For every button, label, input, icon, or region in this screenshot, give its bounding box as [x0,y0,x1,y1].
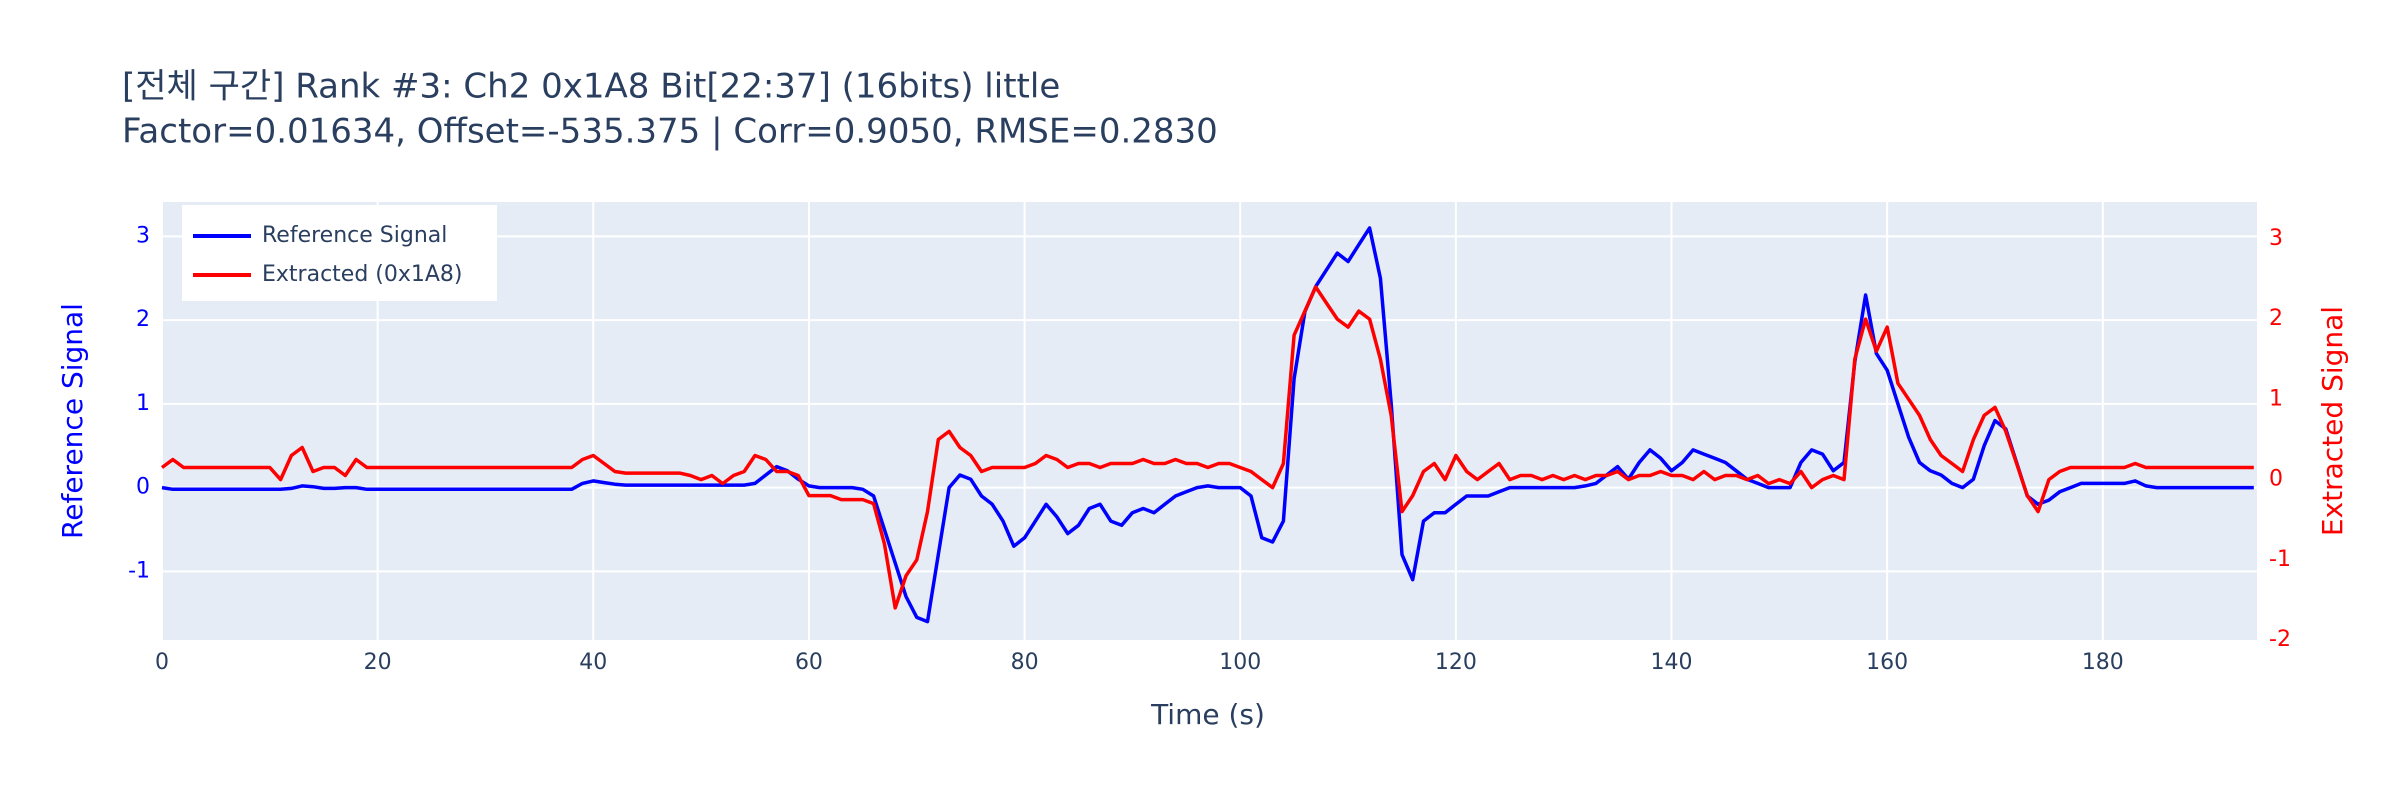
legend: Reference Signal Extracted (0x1A8) [182,205,497,301]
x-tick-label: 100 [1219,650,1261,675]
y2-tick-label: 2 [2269,306,2283,331]
y2-tick-label: -2 [2269,627,2291,652]
x-tick-label: 160 [1866,650,1908,675]
legend-box [182,205,497,301]
legend-label: Extracted (0x1A8) [262,262,463,287]
series-line [161,226,2254,624]
y2-tick-label: 1 [2269,386,2283,411]
series-line [160,285,2254,610]
y-tick-label: 0 [136,475,150,500]
y-tick-label: -1 [128,558,150,583]
y2-tick-label: 0 [2269,467,2283,492]
y-tick-label: 1 [136,391,150,416]
x-tick-label: 120 [1435,650,1477,675]
x-tick-label: 80 [1011,650,1039,675]
x-tick-label: 60 [795,650,823,675]
y2-tick-label: 3 [2269,226,2283,251]
x-tick-label: 0 [155,650,169,675]
chart-subtitle: Factor=0.01634, Offset=-535.375 | Corr=0… [122,112,1218,152]
x-tick-label: 180 [2082,650,2124,675]
y-axis-title: Reference Signal [56,303,89,539]
grid [161,202,2257,640]
y-tick-label: 2 [136,307,150,332]
plot-area [162,202,2257,640]
y-tick-label: 3 [136,223,150,248]
legend-label: Reference Signal [262,223,447,248]
x-axis-title: Time (s) [1150,698,1265,731]
chart-title: [전체 구간] Rank #3: Ch2 0x1A8 Bit[22:37] (1… [122,67,1060,107]
x-tick-label: 20 [364,650,392,675]
x-tick-label: 140 [1651,650,1693,675]
x-tick-label: 40 [579,650,607,675]
y2-tick-label: -1 [2269,547,2291,572]
lines [160,226,2254,624]
y2-axis-title: Extracted Signal [2316,306,2349,536]
